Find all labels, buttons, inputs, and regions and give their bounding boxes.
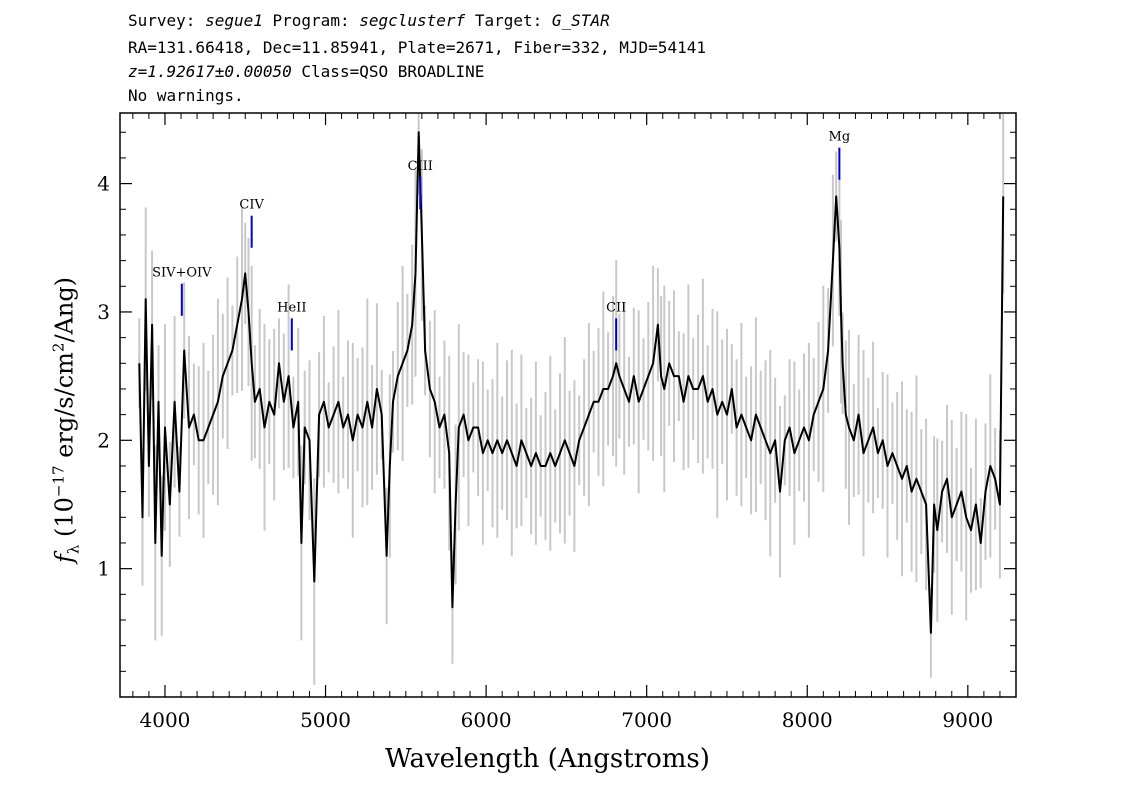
x-tick-label: 6000 [461,708,512,732]
emission-line-label: HeII [277,300,306,315]
header-line-1: Survey: segue1 Program: segclusterf Targ… [128,12,610,30]
y-tick-label: 1 [97,557,110,581]
header-line-3: z=1.92617±0.00050 Class=QSO BROADLINE [128,63,484,81]
x-tick-label: 7000 [621,708,672,732]
spectrum-line [138,131,1005,634]
plot-frame [119,112,1017,698]
emission-line-label: SIV+OIV [152,266,212,281]
x-tick-label: 5000 [300,708,351,732]
warnings-text: No warnings. [128,86,244,105]
program-value: segclusterf [359,11,466,30]
y-axis-label: fλ (10−17 erg/s/cm2/Ang) [49,276,83,564]
emission-line-label: CII [606,300,626,315]
emission-line-label: CIV [239,198,264,213]
y-tick-label: 4 [97,172,110,196]
y-tick-label: 3 [97,300,110,324]
target-label: Target: [474,11,543,30]
emission-line-label: CIII [408,159,433,174]
x-axis-label: Wavelength (Angstroms) [385,744,710,774]
target-value: G_STAR [551,11,610,30]
class-value: Class=QSO BROADLINE [301,62,485,81]
redshift-value: z=1.92617±0.00050 [128,62,292,81]
header-line-2: RA=131.66418, Dec=11.85941, Plate=2671, … [128,38,706,57]
x-tick-label: 9000 [942,708,993,732]
survey-value: segue1 [205,11,263,30]
emission-line-label: Mg [829,130,851,145]
error-band [138,113,1005,685]
x-tick-label: 8000 [782,708,833,732]
survey-label: Survey: [128,11,196,30]
program-label: Program: [272,11,350,30]
y-tick-label: 2 [97,428,110,452]
x-tick-label: 4000 [140,708,191,732]
